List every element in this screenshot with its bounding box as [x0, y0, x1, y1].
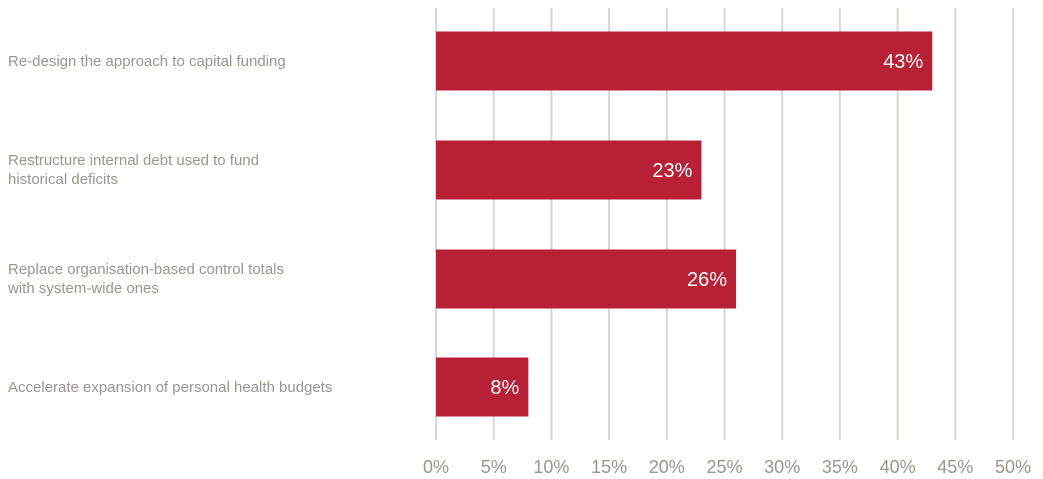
- category-label-line: historical deficits: [8, 171, 119, 188]
- x-tick-label: 5%: [481, 457, 507, 477]
- bar-0: [436, 31, 933, 91]
- category-label: Re-design the approach to capital fundin…: [8, 52, 428, 71]
- bar-2: [436, 249, 737, 309]
- x-tick-label: 0%: [423, 457, 449, 477]
- x-tick-label: 25%: [706, 457, 742, 477]
- bar-3: [436, 357, 529, 417]
- x-axis-ticks: 0% 5% 10% 15% 20% 25% 30% 35% 40% 45% 50%: [423, 457, 1031, 477]
- bars: 43% 23% 26% 8%: [436, 31, 933, 417]
- data-label: 8%: [490, 377, 519, 399]
- x-tick-label: 15%: [591, 457, 627, 477]
- category-label-line: Accelerate expansion of personal health …: [8, 378, 333, 396]
- category-label-line: Re-design the approach to capital fundin…: [8, 52, 286, 70]
- category-label: Accelerate expansion of personal health …: [8, 378, 428, 397]
- category-label-line: with system-wide ones: [8, 280, 159, 297]
- x-tick-label: 40%: [880, 457, 916, 477]
- category-label: Restructure internal debt used to fund hi…: [8, 151, 428, 189]
- x-tick-label: 10%: [533, 457, 569, 477]
- data-label: 43%: [883, 51, 923, 73]
- data-label: 23%: [652, 160, 692, 182]
- x-tick-label: 50%: [995, 457, 1031, 477]
- bar-1: [436, 140, 702, 200]
- category-label: Replace organisation-based control total…: [8, 260, 428, 298]
- category-label-line: Replace organisation-based control total…: [8, 261, 284, 278]
- data-label: 26%: [687, 269, 727, 291]
- x-tick-label: 35%: [822, 457, 858, 477]
- x-tick-label: 45%: [937, 457, 973, 477]
- category-label-line: Restructure internal debt used to fund: [8, 152, 259, 169]
- x-tick-label: 20%: [649, 457, 685, 477]
- x-tick-label: 30%: [764, 457, 800, 477]
